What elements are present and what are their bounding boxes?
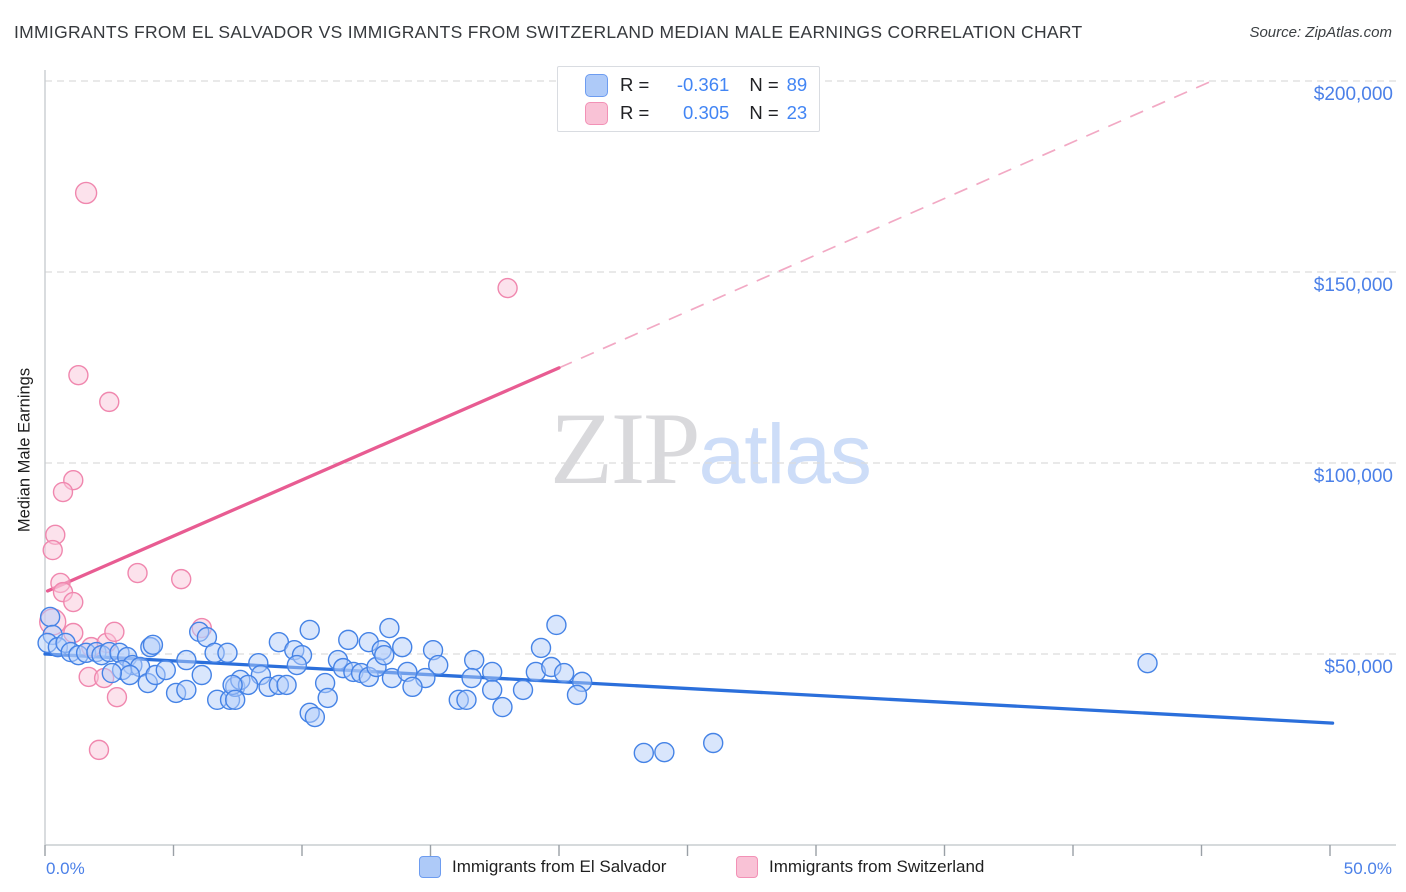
scatter-point-el_salvador[interactable] — [176, 649, 197, 671]
scatter-point-switzerland[interactable] — [106, 686, 128, 708]
correlation-stats-legend: R = -0.361 N = 89 R = 0.305 N = 23 — [557, 66, 820, 132]
scatter-point-el_salvador[interactable] — [456, 689, 477, 711]
source-attribution: Source: ZipAtlas.com — [1249, 24, 1392, 41]
x-axis-max-label: 50.0% — [1343, 859, 1392, 878]
scatter-point-switzerland[interactable] — [104, 621, 125, 643]
legend-label: Immigrants from El Salvador — [452, 857, 667, 876]
scatter-point-el_salvador[interactable] — [217, 642, 238, 664]
scatter-point-el_salvador[interactable] — [512, 679, 534, 701]
scatter-point-el_salvador[interactable] — [224, 689, 246, 711]
scatter-point-switzerland[interactable] — [74, 181, 98, 205]
r-value: 0.305 — [683, 102, 730, 123]
n-value: 89 — [786, 74, 808, 95]
scatter-point-el_salvador[interactable] — [119, 664, 141, 686]
n-value: 23 — [786, 102, 808, 123]
x-axis-min-label: 0.0% — [46, 859, 85, 878]
scatter-point-el_salvador[interactable] — [402, 676, 423, 698]
legend-label: Immigrants from Switzerland — [769, 857, 985, 876]
trendline-switzerland — [45, 366, 561, 593]
scatter-point-el_salvador[interactable] — [546, 614, 567, 636]
scatter-point-el_salvador[interactable] — [566, 684, 588, 706]
y-tick-label: $200,000 — [1313, 84, 1393, 105]
scatter-point-el_salvador[interactable] — [304, 706, 326, 728]
scatter-point-switzerland[interactable] — [63, 591, 84, 613]
stats-row-switzerland: R = 0.305 N = 23 — [585, 101, 819, 125]
scatter-point-el_salvador[interactable] — [553, 662, 575, 684]
scatter-point-el_salvador[interactable] — [39, 606, 61, 628]
scatter-point-switzerland[interactable] — [42, 539, 63, 561]
scatter-point-el_salvador[interactable] — [374, 644, 395, 666]
scatter-point-el_salvador[interactable] — [286, 654, 308, 676]
scatter-point-el_salvador[interactable] — [142, 634, 164, 656]
el-salvador-swatch-icon — [585, 73, 608, 97]
page-title: IMMIGRANTS FROM EL SALVADOR VS IMMIGRANT… — [14, 22, 1083, 42]
legend-item-el-salvador: Immigrants from El Salvador — [419, 856, 666, 878]
scatter-point-el_salvador[interactable] — [392, 636, 413, 658]
n-label: N = — [749, 74, 779, 95]
scatter-point-switzerland[interactable] — [52, 481, 74, 503]
scatter-point-el_salvador[interactable] — [633, 742, 655, 764]
scatter-point-switzerland[interactable] — [171, 568, 192, 590]
scatter-point-el_salvador[interactable] — [481, 661, 503, 683]
scatter-point-el_salvador[interactable] — [101, 662, 123, 684]
scatter-point-switzerland[interactable] — [127, 562, 148, 584]
scatter-point-el_salvador[interactable] — [276, 674, 297, 696]
scatter-point-el_salvador[interactable] — [317, 687, 338, 709]
scatter-point-el_salvador[interactable] — [338, 629, 359, 651]
scatter-point-el_salvador[interactable] — [481, 679, 503, 701]
n-label: N = — [749, 102, 779, 123]
r-label: R = — [620, 102, 650, 123]
scatter-point-el_salvador[interactable] — [492, 696, 513, 718]
watermark-atlas-text: atlas — [698, 407, 872, 501]
scatter-point-el_salvador[interactable] — [703, 732, 724, 754]
switzerland-legend-swatch-icon — [736, 856, 758, 878]
scatter-point-el_salvador[interactable] — [654, 741, 675, 763]
y-tick-label: $50,000 — [1324, 657, 1393, 678]
scatter-point-el_salvador[interactable] — [155, 659, 176, 681]
scatter-point-el_salvador[interactable] — [461, 667, 482, 689]
scatter-point-el_salvador[interactable] — [379, 617, 400, 639]
scatter-point-switzerland[interactable] — [88, 739, 110, 761]
scatter-point-el_salvador[interactable] — [530, 637, 552, 659]
scatter-point-switzerland[interactable] — [497, 277, 518, 299]
zipatlas-watermark: ZIPatlas — [550, 398, 872, 501]
scatter-point-el_salvador[interactable] — [428, 654, 449, 676]
scatter-point-el_salvador[interactable] — [463, 649, 485, 671]
scatter-point-el_salvador[interactable] — [176, 679, 197, 701]
r-value: -0.361 — [676, 74, 730, 95]
scatter-point-switzerland[interactable] — [68, 364, 89, 386]
y-tick-label: $150,000 — [1313, 275, 1393, 296]
watermark-zip-text: ZIP — [550, 392, 700, 506]
scatter-point-el_salvador[interactable] — [191, 664, 212, 686]
scatter-point-el_salvador[interactable] — [1137, 652, 1158, 674]
y-tick-label: $100,000 — [1313, 466, 1393, 487]
switzerland-swatch-icon — [585, 101, 608, 125]
scatter-point-switzerland[interactable] — [99, 391, 120, 413]
el-salvador-legend-swatch-icon — [419, 856, 441, 878]
scatter-point-el_salvador[interactable] — [299, 619, 320, 641]
legend-item-switzerland: Immigrants from Switzerland — [736, 856, 984, 878]
r-label: R = — [620, 74, 650, 95]
y-axis-title: Median Male Earnings — [15, 367, 34, 533]
stats-row-el-salvador: R = -0.361 N = 89 — [585, 73, 819, 97]
